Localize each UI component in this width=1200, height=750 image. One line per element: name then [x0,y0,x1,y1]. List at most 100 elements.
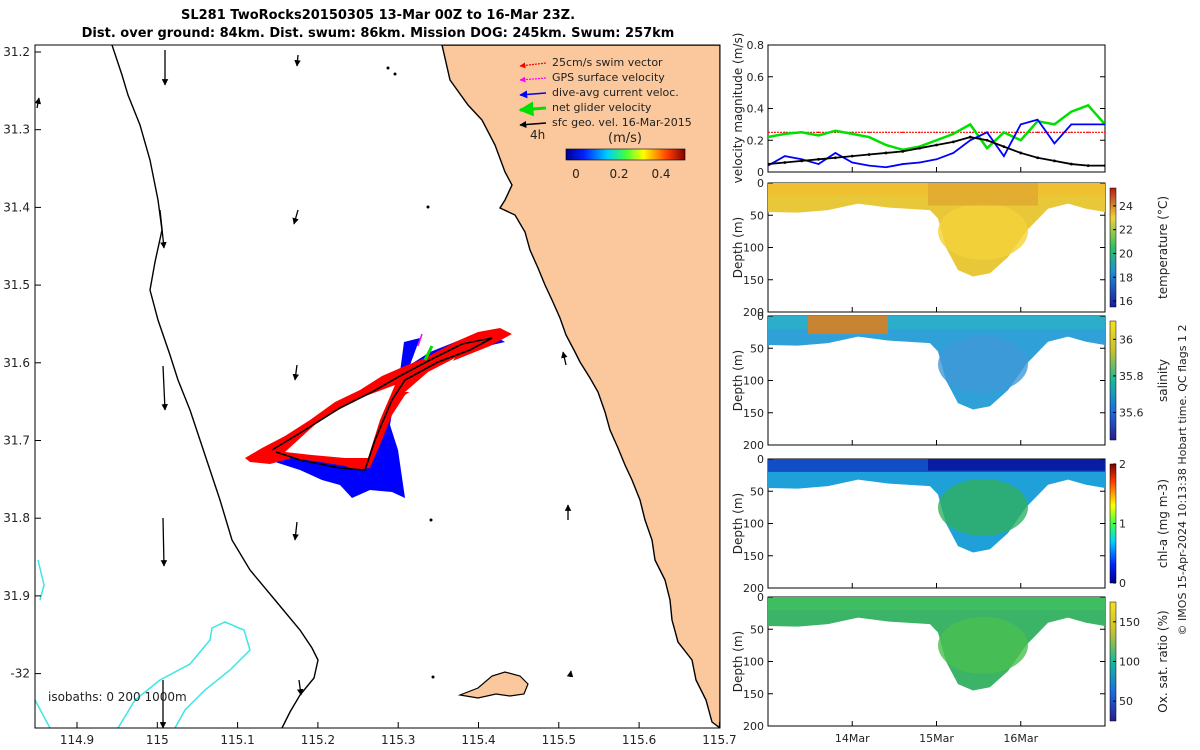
section-variable-label: temperature (°C) [1156,196,1170,299]
legend-label: GPS surface velocity [552,71,665,84]
velocity-point [1036,131,1039,134]
velocity-ytick-label: 0.6 [747,71,765,84]
section-variable-label: chl-a (mg m-3) [1156,479,1170,568]
velocity-point [918,161,921,164]
section-feature [808,316,888,335]
map-xtick-label: 115.6 [622,733,656,747]
map-ytick-label: 31.4 [3,200,30,214]
velocity-point [935,158,938,161]
colorbar-tick-label: 50 [1119,695,1133,708]
velocity-point [768,131,769,134]
map-ytick-label: 31.6 [3,356,30,370]
section-ytick-label: 150 [743,688,764,701]
map-xtick-label: 115.1 [220,733,254,747]
legend-entry-net: net glider velocity [518,101,652,117]
velocity-point [1019,151,1023,155]
velocity-point [1070,110,1073,113]
section-ylabel: Depth (m) [731,217,745,278]
map-ytick-label: 31.8 [3,511,30,525]
velocity-point [902,163,904,165]
time-tick-label: 14Mar [835,732,870,745]
section-ytick-label: 200 [743,720,764,733]
velocity-point [817,163,820,165]
velocity-point [969,131,971,134]
map-ytick-label: 31.2 [3,45,30,59]
velocity-point [1070,131,1073,134]
map-legend: 25cm/s swim vector GPS surface velocity … [518,56,692,129]
map-xtick-label: 115.4 [461,733,495,747]
colorbar-tick-label: 35.6 [1119,407,1144,420]
velocity-point [817,131,820,134]
map-ytick-label: 31.5 [3,278,30,292]
section-surface-layer [768,597,1105,610]
section-colorbar [1109,187,1117,308]
legend-entry-dive: dive-avg current veloc. [519,86,679,99]
velocity-point [817,134,820,137]
section-ytick-label: 200 [743,439,764,452]
section-ytick-label: 0 [757,591,764,604]
sfc-geo-arrows [35,50,574,728]
velocity-point [1087,104,1089,107]
velocity-ytick-label: 0.8 [747,39,765,52]
velocity-point [1103,164,1105,168]
section-dip-feature [938,478,1028,536]
velocity-point [834,156,837,160]
section-ytick-label: 0 [757,453,764,466]
map-island [457,671,529,699]
velocity-point [885,131,887,134]
net-velocity-mark [423,345,434,361]
section-ytick-label: 100 [743,375,764,388]
isobaths-label: isobaths: 0 200 1000m [48,690,187,704]
section-panel: 0 50 100 150 200 Depth (m) 24 22 20 18 16 temperatu… [731,177,1170,319]
velocity-ylabel: velocity magnitude (m/s) [731,33,745,184]
velocity-point [784,155,786,157]
colorbar-tick-label: 36 [1119,333,1133,346]
section-feature [928,183,1038,206]
velocity-point [868,131,870,134]
section-ytick-label: 50 [750,623,764,636]
velocity-point [834,152,837,154]
legend-label: dive-avg current veloc. [552,86,679,99]
section-panel: 0 50 100 150 200 Depth (m) 36 35.8 35.6 salinity [731,310,1170,452]
glider-track [271,337,493,471]
credit-text: © IMOS 15-Apr-2024 10:13:38 Hobart time.… [1176,325,1189,636]
velocity-point [1003,131,1005,134]
map-xtick-label: 115 [146,733,169,747]
map-ytick-label: 31.3 [3,123,30,137]
section-ytick-label: 200 [743,306,764,319]
section-data-field [768,597,1105,691]
velocity-point [834,129,837,132]
velocity-point [986,131,988,134]
map-xtick-label: 115.7 [702,733,736,747]
velocity-point [985,138,989,142]
velocity-point [1087,131,1089,134]
legend-entry-sfc: sfc geo. vel. 16-Mar-2015 [519,116,692,129]
colorbar-tick-label: 1 [1119,518,1126,531]
velocity-point [868,136,870,138]
map-xtick-label: 114.9 [60,733,94,747]
velocity-point [851,161,854,164]
map-xtick-label: 115.5 [542,733,576,747]
velocity-point [1019,139,1022,142]
colorbar-tick-label: 2 [1119,458,1126,471]
section-ytick-label: 50 [750,209,764,222]
velocity-point [850,154,854,158]
velocity-point [1053,142,1056,145]
velocity-point [784,133,786,135]
velocity-point [969,139,971,142]
section-ytick-label: 200 [743,582,764,595]
colorbar-tick-label: 150 [1119,616,1140,629]
section-ytick-label: 50 [750,485,764,498]
colorbar-tick-label: 100 [1119,656,1140,669]
legend-label: sfc geo. vel. 16-Mar-2015 [552,116,692,129]
section-data-field [768,459,1105,553]
section-variable-label: Ox. sat. ratio (%) [1156,610,1170,712]
gps-velocity-mark [417,333,423,347]
velocity-point [1104,123,1105,126]
section-data-field [768,316,1105,410]
title-line1: SL281 TwoRocks20150305 13-Mar 00Z to 16-… [181,8,575,23]
velocity-point [935,131,938,134]
map-xtick-label: 115.3 [381,733,415,747]
section-ylabel: Depth (m) [731,493,745,554]
section-dip-feature [938,202,1028,260]
